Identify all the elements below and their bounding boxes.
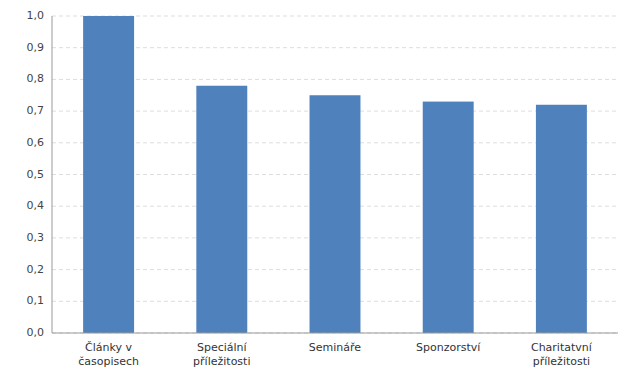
bars: [83, 16, 587, 333]
y-tick-label: 0,9: [27, 41, 45, 54]
x-tick-label: Články včasopisech: [78, 341, 139, 368]
y-tick-label: 0,7: [27, 104, 45, 117]
bar: [310, 95, 361, 333]
grid-line: [52, 79, 618, 80]
y-tick-label: 0,3: [27, 231, 45, 244]
x-axis-line: [52, 333, 618, 334]
chart: 0,0 0,1 0,2 0,3 0,4 0,5 0,6 0,7 0,8 0,9 1,0 Články …: [0, 0, 636, 391]
x-tick-label: Speciálnípříležitosti: [193, 341, 250, 368]
y-tick-label: 1,0: [27, 9, 45, 22]
grid-line: [52, 333, 618, 334]
grid-line: [52, 16, 618, 17]
bar: [83, 16, 134, 333]
y-axis-line: [52, 16, 53, 333]
y-axis-ticks: 0,0 0,1 0,2 0,3 0,4 0,5 0,6 0,7 0,8 0,9 1,0: [27, 9, 45, 339]
y-tick-label: 0,1: [27, 294, 45, 307]
y-tick-label: 0,5: [27, 168, 45, 181]
y-tick-label: 0,2: [27, 263, 45, 276]
bar: [423, 102, 474, 333]
x-axis-ticks: Články včasopisech Speciálnípříležitosti S…: [78, 341, 593, 368]
y-tick-label: 0,0: [27, 326, 45, 339]
bar: [196, 86, 247, 333]
y-tick-label: 0,4: [27, 199, 45, 212]
x-tick-label: Semináře: [309, 341, 362, 354]
x-tick-label: Sponzorství: [416, 341, 481, 354]
y-tick-label: 0,6: [27, 136, 45, 149]
y-tick-label: 0,8: [27, 72, 45, 85]
grid-line: [52, 47, 618, 48]
x-tick-label: Charitatvnípříležitosti: [531, 341, 593, 368]
bar: [536, 105, 587, 333]
chart-container: 0,0 0,1 0,2 0,3 0,4 0,5 0,6 0,7 0,8 0,9 1,0 Články …: [0, 0, 636, 391]
grid: [52, 16, 618, 333]
